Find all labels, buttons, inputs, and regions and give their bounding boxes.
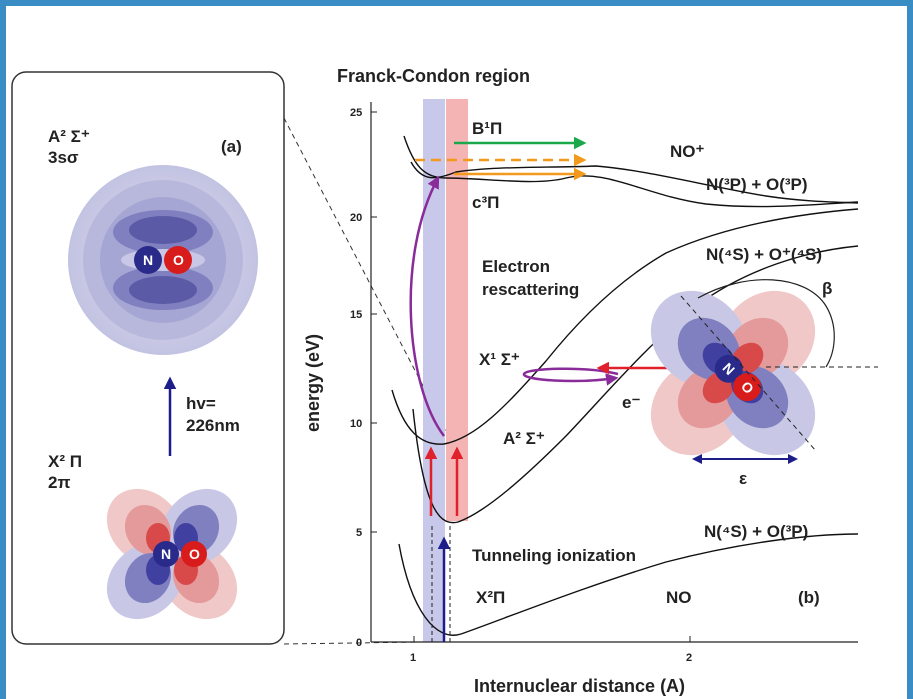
atom-n-aligned — [714, 354, 743, 383]
label-beta: β — [822, 279, 832, 298]
label-electron: e⁻ — [622, 393, 640, 412]
y-axis-label: energy (eV) — [303, 334, 323, 432]
figure-canvas: A² Σ⁺ 3sσ (a) N O hv= 226nm X² Π 2π — [11, 66, 878, 696]
label-x2pi: X²Π — [476, 588, 505, 607]
label-rescattering-1: Electron — [482, 257, 550, 276]
label-n4s-o3p: N(⁴S) + O(³P) — [704, 522, 808, 541]
label-no: NO — [666, 588, 692, 607]
rescattering-arrow — [409, 175, 445, 437]
label-b1pi: B¹Π — [472, 119, 502, 138]
molecular-axis-line — [680, 295, 817, 452]
zoom-line-lower — [283, 641, 422, 645]
label-a2sigma: A² Σ⁺ — [503, 429, 545, 448]
y-tick-5: 5 — [356, 527, 362, 539]
beta-arc — [697, 279, 835, 368]
label-epsilon: ε — [739, 469, 747, 488]
figure-frame: A² Σ⁺ 3sσ (a) N O hv= 226nm X² Π 2π — [6, 6, 907, 699]
orbital-3s-sigma: N O — [68, 165, 258, 355]
x-tick-1: 1 — [410, 652, 416, 664]
y-tick-0: 0 — [356, 637, 362, 649]
label-rescattering-2: rescattering — [482, 280, 579, 299]
curve-a2sigma — [391, 208, 859, 445]
fc-band-blue — [423, 99, 445, 642]
curve-x2pi — [398, 533, 859, 636]
atom-o-3s-label: O — [173, 252, 184, 268]
x-tick-2: 2 — [686, 652, 692, 664]
label-n3p-o3p: N(³P) + O(³P) — [706, 175, 808, 194]
y-tick-15: 15 — [350, 309, 362, 321]
y-tick-10: 10 — [350, 418, 362, 430]
label-x1sigma: X¹ Σ⁺ — [479, 350, 520, 369]
lower-state-label: X² Π — [48, 452, 82, 471]
y-ticks: 0 5 10 15 20 25 — [350, 107, 377, 649]
atom-n-2pi-label: N — [161, 546, 171, 562]
transition-hv: hv= — [186, 394, 216, 413]
atom-n-3s — [134, 246, 162, 274]
label-n4s-oplus4s: N(⁴S) + O⁺(⁴S) — [706, 245, 822, 264]
atom-o-3s — [164, 246, 192, 274]
transition-wavelength: 226nm — [186, 416, 240, 435]
panel-b-label: (b) — [798, 588, 820, 607]
curve-c3pi — [410, 161, 859, 204]
panel-b-title: Franck-Condon region — [337, 66, 530, 86]
x-ticks: 1 2 — [410, 636, 692, 664]
panel-a-label: (a) — [221, 137, 242, 156]
atom-n-3s-label: N — [143, 252, 153, 268]
upper-orbital-label: 3sσ — [48, 148, 79, 167]
upper-state-label: A² Σ⁺ — [48, 127, 90, 146]
fc-band-red — [446, 99, 468, 521]
label-c3pi: c³Π — [472, 193, 499, 212]
y-tick-20: 20 — [350, 212, 362, 224]
lower-orbital-label: 2π — [48, 473, 70, 492]
curve-x1sigma — [412, 245, 859, 524]
electron-loop — [522, 367, 619, 386]
orbital-2pi: N O — [106, 488, 238, 620]
label-tunneling: Tunneling ionization — [472, 546, 636, 565]
atom-n-2pi — [153, 541, 179, 567]
aligned-molecule-orbital: N O — [650, 290, 816, 456]
y-tick-25: 25 — [350, 107, 362, 119]
atom-o-2pi — [181, 541, 207, 567]
label-no-plus: NO⁺ — [670, 142, 705, 161]
x-axis-label: Internuclear distance (A) — [474, 676, 685, 696]
atom-o-2pi-label: O — [189, 546, 200, 562]
